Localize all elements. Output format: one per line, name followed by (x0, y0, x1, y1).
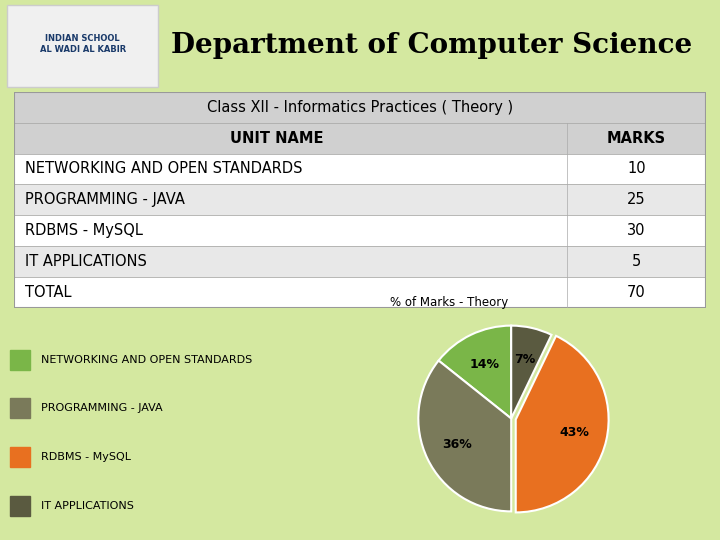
Bar (10, 496, 30, 516)
Text: 43%: 43% (559, 427, 590, 440)
Text: 25: 25 (627, 192, 646, 207)
Bar (14, 277, 706, 308)
Text: TOTAL: TOTAL (24, 285, 71, 300)
Text: 7%: 7% (514, 353, 535, 366)
Wedge shape (418, 361, 511, 511)
Text: INDIAN SCHOOL
AL WADI AL KABIR: INDIAN SCHOOL AL WADI AL KABIR (40, 33, 126, 55)
Text: 10: 10 (627, 161, 646, 177)
Text: RDBMS - MySQL: RDBMS - MySQL (24, 223, 143, 238)
Bar (14, 184, 706, 215)
Text: NETWORKING AND OPEN STANDARDS: NETWORKING AND OPEN STANDARDS (24, 161, 302, 177)
Bar (7, 5, 158, 87)
Text: MARKS: MARKS (607, 131, 666, 146)
Text: 5: 5 (632, 254, 641, 269)
Bar (14, 246, 706, 277)
Wedge shape (516, 336, 608, 512)
Bar (10, 399, 30, 418)
Bar (10, 447, 30, 467)
Wedge shape (511, 326, 552, 418)
Text: 30: 30 (627, 223, 646, 238)
Text: 70: 70 (627, 285, 646, 300)
Text: NETWORKING AND OPEN STANDARDS: NETWORKING AND OPEN STANDARDS (41, 355, 253, 365)
Text: % of Marks - Theory: % of Marks - Theory (390, 296, 509, 309)
Text: Department of Computer Science: Department of Computer Science (171, 32, 693, 59)
Bar (14, 215, 706, 246)
Text: IT APPLICATIONS: IT APPLICATIONS (24, 254, 147, 269)
Text: 14%: 14% (470, 357, 500, 370)
Bar (10, 350, 30, 370)
Text: PROGRAMMING - JAVA: PROGRAMMING - JAVA (41, 403, 163, 414)
Bar (14, 92, 706, 123)
Text: RDBMS - MySQL: RDBMS - MySQL (41, 452, 131, 462)
Bar (14, 123, 706, 153)
Text: 36%: 36% (442, 438, 472, 451)
Wedge shape (438, 326, 511, 418)
Text: IT APPLICATIONS: IT APPLICATIONS (41, 501, 134, 511)
Bar (14, 153, 706, 184)
Text: PROGRAMMING - JAVA: PROGRAMMING - JAVA (24, 192, 184, 207)
Text: UNIT NAME: UNIT NAME (230, 131, 324, 146)
Text: Class XII - Informatics Practices ( Theory ): Class XII - Informatics Practices ( Theo… (207, 100, 513, 114)
